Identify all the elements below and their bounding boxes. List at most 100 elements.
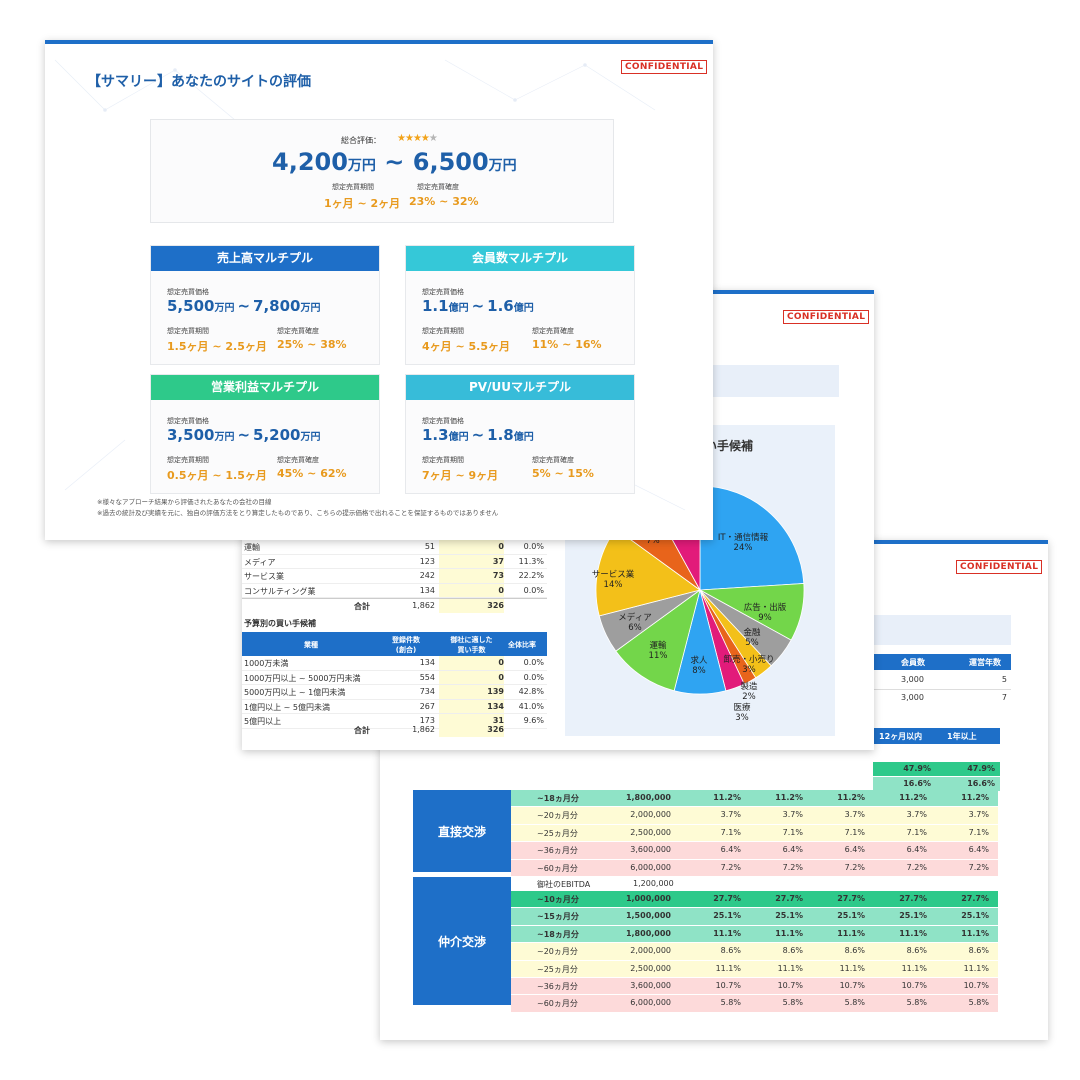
ratio-value: 11.1% bbox=[777, 963, 803, 973]
ratio-value: 11.2% bbox=[961, 793, 989, 802]
site-members: 3,000 bbox=[901, 693, 924, 702]
total-count: 1,862 bbox=[412, 601, 435, 610]
budget-title: 予算別の買い手候補 bbox=[244, 619, 316, 628]
header-ratio: 全体比率 bbox=[508, 641, 536, 649]
ebitda-label: 御社のEBITDA bbox=[537, 880, 591, 889]
row-ratio: 42.8% bbox=[518, 687, 544, 696]
amount-value: 1,000,000 bbox=[625, 894, 671, 903]
amount-value: 3,600,000 bbox=[630, 845, 671, 855]
table-row: 運輸 51 0 0.0% bbox=[242, 540, 547, 555]
site-row: 3,000 5 bbox=[873, 672, 1011, 690]
network-background bbox=[54, 59, 686, 511]
prob-label: 想定売買確度 bbox=[277, 327, 319, 335]
ratio-value: 11.1% bbox=[837, 928, 865, 938]
note: ※様々なアプローチ結果から評価されたあなたの会社の目線 bbox=[97, 498, 272, 506]
term-label: ~18ヵ月分 bbox=[537, 794, 579, 803]
ratio-value: 6.4% bbox=[968, 845, 989, 855]
amount-value: 1,800,000 bbox=[625, 793, 671, 802]
row-name: メディア bbox=[244, 557, 276, 567]
tilde: ~ bbox=[237, 426, 251, 444]
summary-page: 【サマリー】あなたのサイトの評価 CONFIDENTIAL 総合評価： ★★★★… bbox=[45, 40, 713, 540]
price-label: 想定売買価格 bbox=[422, 417, 464, 425]
slice-name: IT・通信情報 bbox=[718, 532, 769, 543]
range-low: 4,200 bbox=[272, 148, 348, 176]
summary-title: 【サマリー】あなたのサイトの評価 bbox=[87, 74, 311, 90]
ratio-value: 11.1% bbox=[713, 928, 741, 938]
star-filled-icon: ★ bbox=[412, 133, 422, 144]
tilde: ~ bbox=[471, 297, 485, 315]
matrix-col-headers: 12ヶ月以内 1年以上 bbox=[873, 728, 1000, 744]
note: ※過去の統計及び実績を元に、独自の評価方法をとり算定したものであり、こちらの提示… bbox=[97, 509, 499, 517]
slice-label: IT・通信情報 24% bbox=[718, 532, 769, 553]
site-header: 会員数 運営年数 bbox=[873, 654, 1011, 670]
summary-notes: ※様々なアプローチ結果から評価されたあなたの会社の目線 ※過去の統計及び実績を元… bbox=[97, 497, 498, 519]
matrix-row: ~36ヵ月分 3,600,000 6.4% 6.4% 6.4% 6.4% 6.4% bbox=[511, 842, 998, 860]
prob-label: 想定売買確度 bbox=[532, 456, 574, 464]
price-high: 1.8 bbox=[487, 426, 514, 444]
slice-label: サービス業 14% bbox=[592, 569, 635, 590]
ratio-value: 7.2% bbox=[968, 862, 989, 872]
ratio-value: 10.7% bbox=[777, 980, 803, 990]
star-filled-icon: ★ bbox=[397, 133, 406, 144]
prob-label: 想定売買確度 bbox=[417, 183, 459, 191]
table-row: 5000万円以上 ~ 1億円未満 734 139 42.8% bbox=[242, 685, 547, 700]
card-title: 営業利益マルチプル bbox=[151, 375, 379, 400]
amount-value: 6,000,000 bbox=[630, 998, 671, 1008]
multiple-card: 売上高マルチプル 想定売買価格 5,500万円 ~7,800万円 想定売買期間 想定売買確… bbox=[150, 245, 380, 365]
confidential-stamp: CONFIDENTIAL bbox=[956, 560, 1043, 574]
card-price-range: 5,500万円 ~7,800万円 bbox=[167, 297, 320, 315]
term-label: ~36ヵ月分 bbox=[537, 846, 578, 856]
pie-slice bbox=[699, 485, 805, 591]
ratio-value: 11.1% bbox=[839, 963, 865, 973]
slice-value: 3% bbox=[735, 713, 749, 723]
ratio-value: 8.6% bbox=[968, 946, 989, 956]
site-years: 7 bbox=[1001, 693, 1007, 702]
row-fit: 0 bbox=[439, 670, 504, 684]
row-fit: 0 bbox=[439, 540, 504, 554]
table-row: サービス業 242 73 22.2% bbox=[242, 569, 547, 584]
overall-summary-box: 総合評価： ★★★★★ 4,200万円 ~ 6,500万円 想定売買期間 想定売… bbox=[150, 119, 614, 223]
ratio-value: 7.1% bbox=[906, 827, 927, 837]
ratio-value: 27.7% bbox=[775, 894, 803, 903]
col-header-12m: 12ヶ月以内 bbox=[879, 732, 923, 741]
total-label: 合計 bbox=[354, 602, 370, 611]
slice-value: 14% bbox=[604, 580, 623, 590]
ratio-value: 11.2% bbox=[899, 793, 927, 802]
broker-negotiation-label: 仲介交渉 bbox=[413, 877, 511, 1005]
table-row: 1000万円以上 ~ 5000万円未満 554 0 0.0% bbox=[242, 670, 547, 685]
ratio-value: 10.7% bbox=[839, 980, 865, 990]
matrix-row: ~18ヵ月分 1,800,000 11.1% 11.1% 11.1% 11.1% 11.1% bbox=[511, 925, 998, 944]
ratio-value: 7.1% bbox=[782, 827, 803, 837]
header-members: 会員数 bbox=[901, 658, 925, 667]
header-count: 登録件数 (創合) bbox=[392, 636, 420, 654]
slice-name: 製造 bbox=[740, 681, 758, 692]
row-fit: 134 bbox=[439, 699, 504, 713]
row-count: 554 bbox=[419, 672, 435, 682]
term-label: ~25ヵ月分 bbox=[537, 964, 578, 974]
slice-label: 7% bbox=[646, 536, 660, 546]
term-label: ~15ヵ月分 bbox=[537, 912, 579, 922]
matrix-top-rows: 47.9% 47.9% 16.6% 16.6% bbox=[873, 762, 1000, 792]
ratio-value: 11.1% bbox=[775, 928, 803, 938]
ratio-value: 3.7% bbox=[906, 810, 927, 820]
confidential-stamp: CONFIDENTIAL bbox=[621, 60, 708, 74]
amount-value: 2,500,000 bbox=[630, 963, 671, 973]
budget-header: 業種 登録件数 (創合) 御社に適した 買い手数 全体比率 bbox=[242, 632, 547, 656]
unit: 億円 bbox=[513, 432, 534, 443]
ebitda-value: 1,200,000 bbox=[633, 879, 674, 888]
confidential-stamp: CONFIDENTIAL bbox=[783, 310, 870, 324]
ratio-value: 47.9% bbox=[903, 764, 931, 773]
row-fit: 73 bbox=[439, 569, 504, 583]
ratio-value: 10.7% bbox=[715, 980, 741, 990]
period-label: 想定売買期間 bbox=[167, 456, 209, 464]
price-low: 5,500 bbox=[167, 297, 215, 315]
total-count: 1,862 bbox=[412, 725, 435, 734]
period-value: 1.5ヶ月 ~ 2.5ヶ月 bbox=[167, 340, 267, 353]
slice-name: メディア bbox=[618, 612, 651, 623]
header-years: 運営年数 bbox=[969, 658, 1001, 667]
star-empty-icon: ★ bbox=[428, 133, 438, 144]
ratio-value: 25.1% bbox=[713, 911, 741, 921]
card-title: PV/UUマルチプル bbox=[406, 375, 634, 400]
ratio-value: 6.4% bbox=[782, 845, 803, 855]
prob-value: 23% ~ 32% bbox=[409, 195, 479, 208]
